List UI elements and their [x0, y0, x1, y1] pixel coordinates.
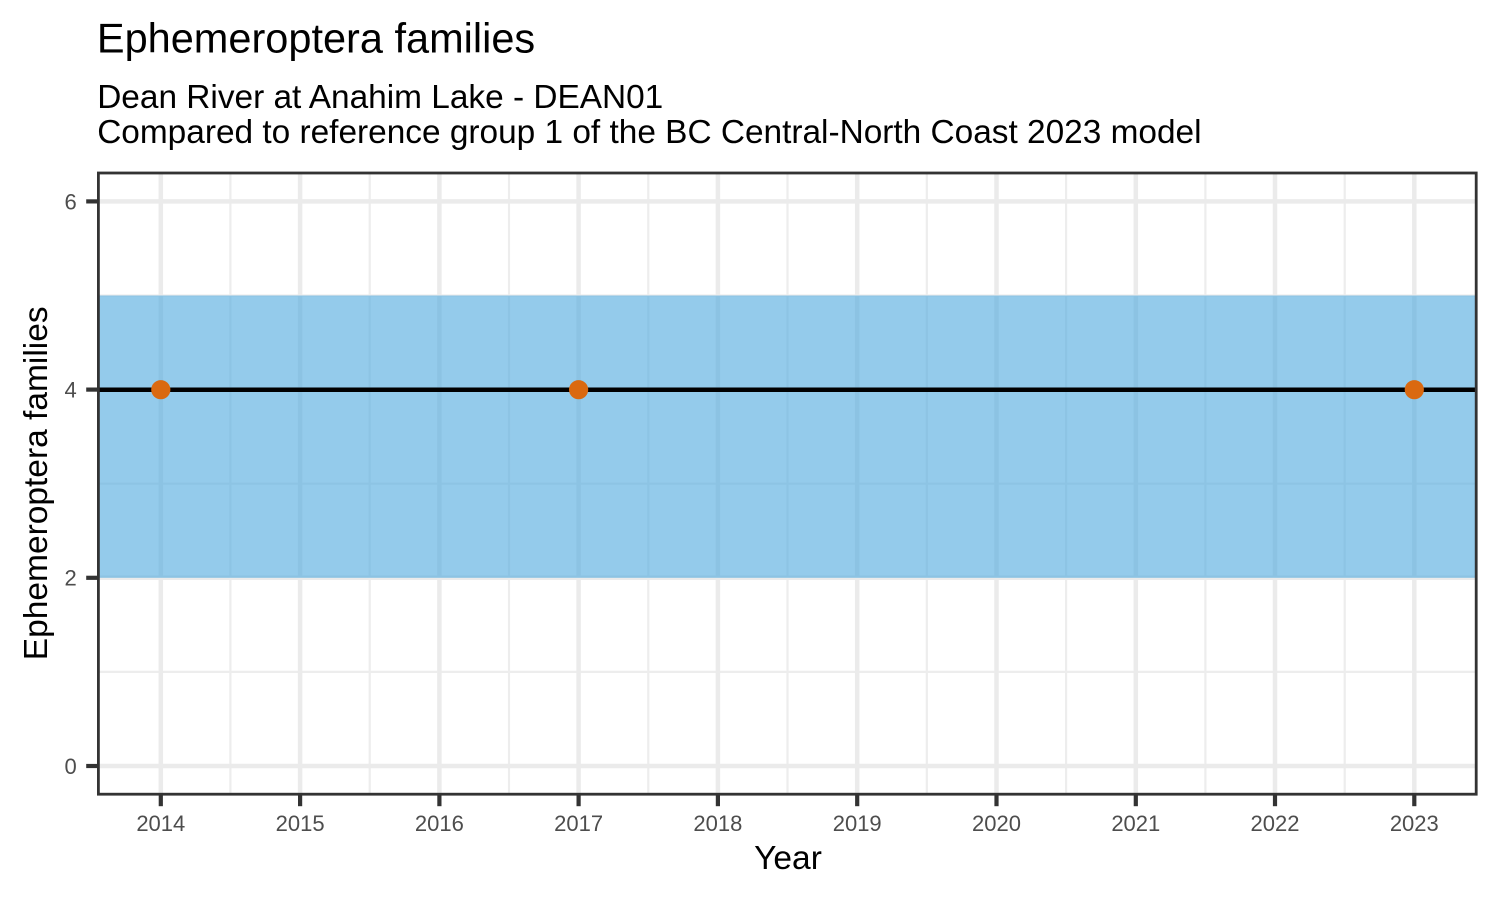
svg-text:Ephemeroptera families: Ephemeroptera families: [97, 14, 535, 61]
svg-text:6: 6: [65, 189, 77, 214]
svg-text:2020: 2020: [972, 811, 1021, 836]
svg-text:2021: 2021: [1111, 811, 1160, 836]
svg-text:2015: 2015: [276, 811, 325, 836]
svg-text:2023: 2023: [1390, 811, 1439, 836]
svg-text:Year: Year: [754, 840, 822, 877]
svg-text:2017: 2017: [554, 811, 603, 836]
svg-text:2: 2: [65, 566, 77, 591]
svg-text:2016: 2016: [415, 811, 464, 836]
svg-text:4: 4: [65, 378, 77, 403]
svg-text:2022: 2022: [1251, 811, 1300, 836]
svg-text:2018: 2018: [693, 811, 742, 836]
svg-text:2019: 2019: [833, 811, 882, 836]
svg-text:Ephemeroptera families: Ephemeroptera families: [18, 306, 55, 660]
svg-text:0: 0: [65, 754, 77, 779]
svg-text:2014: 2014: [136, 811, 185, 836]
svg-text:Compared to reference group 1: Compared to reference group 1 of the BC …: [97, 114, 1201, 151]
svg-text:Dean River at Anahim Lake - DE: Dean River at Anahim Lake - DEAN01: [97, 79, 663, 116]
